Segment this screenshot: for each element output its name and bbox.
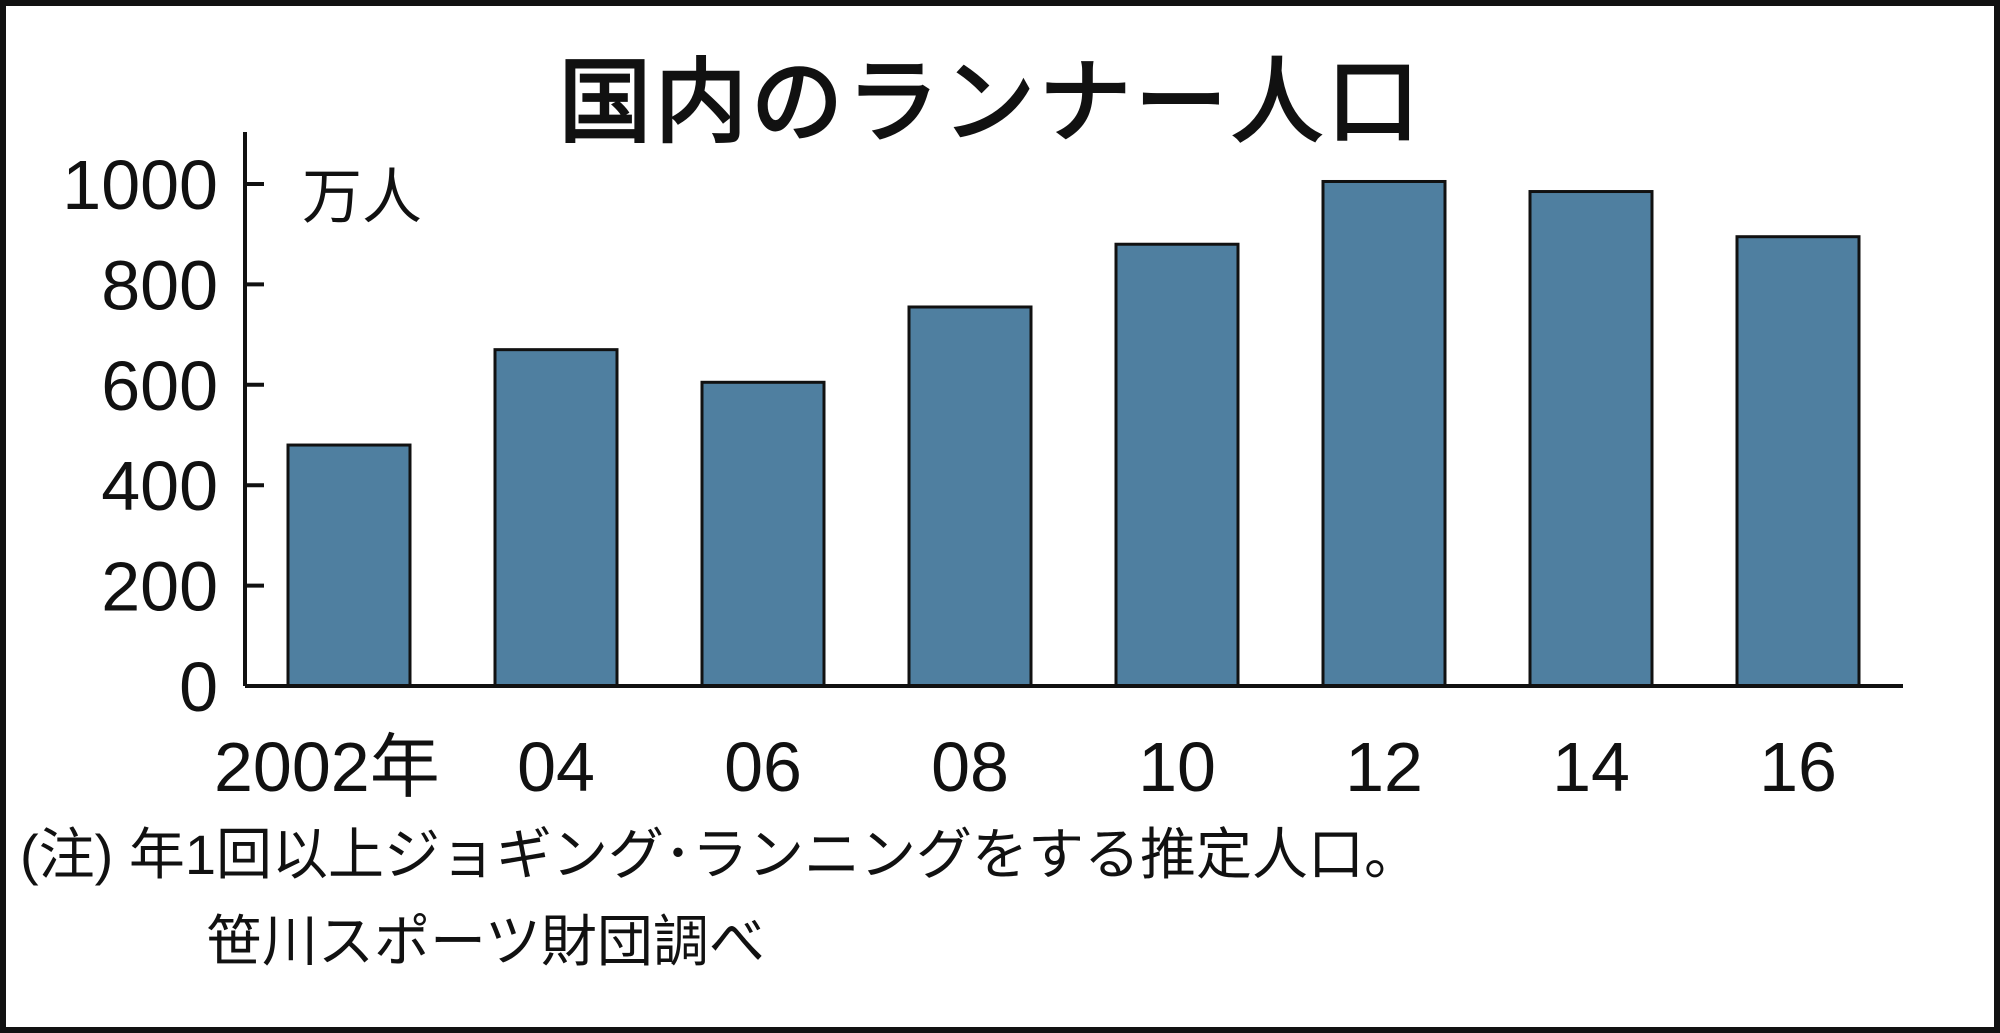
x-tick-label: 08 — [931, 728, 1009, 806]
bar — [907, 305, 1033, 688]
bar — [493, 348, 619, 688]
note-line-1: (注) 年1回以上ジョギング･ランニングをする推定人口。 — [20, 823, 1420, 886]
chart-title: 国内のランナー人口 — [559, 52, 1423, 154]
y-tick-label: 600 — [101, 347, 218, 425]
x-tick-label: 2002年 — [214, 728, 440, 806]
x-tick-label: 10 — [1138, 728, 1216, 806]
bar — [286, 443, 412, 688]
x-tick-label: 06 — [724, 728, 802, 806]
y-tick-label: 800 — [101, 246, 218, 324]
x-tick-label: 12 — [1345, 728, 1423, 806]
y-tick-label: 0 — [179, 648, 218, 726]
note-line-2: 笹川スポーツ財団調べ — [206, 910, 765, 973]
y-tick-label: 400 — [101, 447, 218, 525]
bar — [1528, 190, 1654, 688]
x-tick-label: 04 — [517, 728, 595, 806]
x-tick-label: 14 — [1552, 728, 1630, 806]
x-tick-label: 16 — [1759, 728, 1837, 806]
y-axis-ticks: 0 200 400 600 800 1000 — [62, 146, 264, 726]
x-axis-labels: 2002年 04 06 08 10 12 14 16 — [214, 728, 1837, 806]
y-axis-unit: 万人 — [302, 164, 422, 231]
bar-chart: 国内のランナー人口 万人 0 200 400 600 800 1000 2002年 04 06… — [20, 52, 1903, 973]
bar — [1321, 179, 1447, 688]
bars — [286, 179, 1861, 688]
y-tick-label: 200 — [101, 548, 218, 626]
bar — [1114, 242, 1240, 688]
bar — [700, 380, 826, 688]
bar — [1735, 235, 1861, 688]
y-tick-label: 1000 — [62, 146, 218, 224]
